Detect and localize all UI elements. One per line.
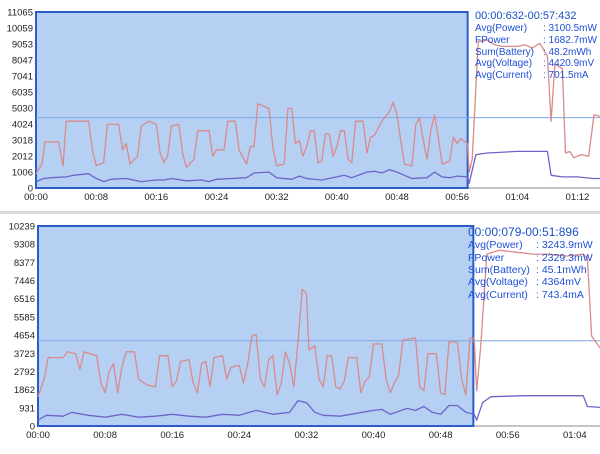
top-chart-panel: 11065 10059 9053 8047 7041 6035 5030 4024 3018 20… xyxy=(0,0,600,212)
top-x-tick-label: 00:16 xyxy=(144,192,168,203)
bottom-x-tick-label: 00:40 xyxy=(362,430,386,441)
top-y-tick-label: 8047 xyxy=(12,56,33,67)
top-x-tick-label: 00:32 xyxy=(265,192,289,203)
top-y-tick-label: 7041 xyxy=(12,72,33,83)
top-x-tick-label: 01:12 xyxy=(566,192,590,203)
bottom-power-chart: 10239 9308 8377 7446 6516 5585 4654 3723 2792 186… xyxy=(9,222,600,441)
top-y-tick-label: 0 xyxy=(28,184,33,195)
top-power-line xyxy=(35,39,600,175)
top-stat-value: : 1682.7mW xyxy=(543,34,597,46)
top-x-tick-label: 00:08 xyxy=(84,192,108,203)
top-y-tick-label: 4024 xyxy=(12,119,33,130)
bottom-x-tick-label: 00:48 xyxy=(429,430,453,441)
bottom-y-tick-label: 4654 xyxy=(14,331,35,342)
bottom-y-tick-label: 0 xyxy=(30,422,35,433)
bottom-stat-label: Avg(Current) xyxy=(468,288,528,301)
top-x-tick-label: 01:04 xyxy=(505,192,529,203)
bottom-stat-label: FPower xyxy=(468,251,505,264)
bottom-y-tick-label: 6516 xyxy=(14,294,35,305)
bottom-current-line xyxy=(37,395,600,421)
bottom-stat-row: Avg(Current) : 743.4mA xyxy=(468,289,593,301)
top-x-tick-label: 00:24 xyxy=(205,192,229,203)
bottom-x-tick-label: 00:56 xyxy=(496,430,520,441)
top-y-tick-label: 9053 xyxy=(12,40,33,51)
bottom-x-tick-label: 00:24 xyxy=(227,430,251,441)
top-stat-label: FPower xyxy=(475,34,510,46)
top-stat-value: : 4420.9mV xyxy=(543,58,595,70)
top-stat-row: Avg(Power) : 3100.5mW xyxy=(475,23,597,35)
bottom-y-tick-label: 2792 xyxy=(14,367,35,378)
bottom-stat-value: : 743.4mA xyxy=(536,288,584,301)
bottom-y-tick-label: 7446 xyxy=(14,276,35,287)
bottom-selection-region xyxy=(37,225,475,427)
top-selection-region xyxy=(35,11,469,189)
bottom-stat-row: FPower : 2329.3mW xyxy=(468,252,593,264)
top-x-tick-label: 00:00 xyxy=(24,192,48,203)
bottom-x-tick-label: 00:16 xyxy=(160,430,184,441)
top-stat-row: Avg(Current) : 701.5mA xyxy=(475,70,597,82)
top-y-tick-label: 11065 xyxy=(7,8,33,19)
bottom-x-tick-label: 00:32 xyxy=(295,430,319,441)
bottom-x-tick-label: 00:08 xyxy=(93,430,117,441)
bottom-stat-value: : 4364mV xyxy=(536,276,581,289)
bottom-y-tick-label: 8377 xyxy=(14,258,35,269)
top-stat-value: : 701.5mA xyxy=(543,70,589,82)
bottom-stat-label: Sum(Battery) xyxy=(468,263,530,276)
bottom-y-tick-label: 9308 xyxy=(14,240,35,251)
bottom-chart-panel: 10239 9308 8377 7446 6516 5585 4654 3723 2792 186… xyxy=(0,214,600,454)
bottom-y-tick-label: 10239 xyxy=(9,222,35,233)
top-stat-label: Avg(Power) xyxy=(475,22,528,34)
top-current-line xyxy=(35,150,600,184)
top-stat-row: Avg(Voltage) : 4420.9mV xyxy=(475,58,597,70)
top-stats-range: 00:00:632-00:57:432 xyxy=(475,10,577,22)
top-stat-row: Sum(Battery) : 48.2mWh xyxy=(475,47,597,59)
top-y-tick-label: 3018 xyxy=(12,135,33,146)
top-stat-value: : 3100.5mW xyxy=(543,22,597,34)
top-stat-label: Sum(Battery) xyxy=(475,46,534,58)
top-y-tick-label: 5030 xyxy=(12,103,33,114)
bottom-stat-label: Avg(Voltage) xyxy=(468,276,528,289)
bottom-stat-row: Sum(Battery) : 45.1mWh xyxy=(468,264,593,276)
bottom-stats-box: 00:00:079-00:51:896 Avg(Power) : 3243.9mW… xyxy=(468,225,593,301)
top-y-tick-label: 6035 xyxy=(12,88,33,99)
top-x-tick-label: 00:56 xyxy=(445,192,469,203)
bottom-y-tick-label: 5585 xyxy=(14,312,35,323)
panel-divider xyxy=(0,211,600,214)
top-stat-row: FPower : 1682.7mW xyxy=(475,35,597,47)
bottom-stats-range: 00:00:079-00:51:896 xyxy=(468,225,579,239)
bottom-stat-value: : 3243.9mW xyxy=(536,239,593,252)
bottom-stat-label: Avg(Power) xyxy=(468,239,523,252)
top-y-tick-label: 2012 xyxy=(12,151,33,162)
top-stat-label: Avg(Current) xyxy=(475,70,533,82)
bottom-stat-row: Avg(Power) : 3243.9mW xyxy=(468,239,593,251)
bottom-y-tick-label: 931 xyxy=(19,403,35,414)
top-x-tick-label: 00:40 xyxy=(325,192,349,203)
top-power-chart: 11065 10059 9053 8047 7041 6035 5030 4024 3018 20… xyxy=(7,8,600,203)
bottom-stat-value: : 2329.3mW xyxy=(536,251,593,264)
top-stat-label: Avg(Voltage) xyxy=(475,58,533,70)
bottom-x-tick-label: 01:04 xyxy=(563,430,587,441)
bottom-y-tick-label: 1862 xyxy=(14,385,35,396)
bottom-stat-value: : 45.1mWh xyxy=(536,263,587,276)
top-x-tick-label: 00:48 xyxy=(385,192,409,203)
top-stats-box: 00:00:632-00:57:432 Avg(Power) : 3100.5mW… xyxy=(475,10,597,82)
top-stat-value: : 48.2mWh xyxy=(543,46,592,58)
bottom-stat-row: Avg(Voltage) : 4364mV xyxy=(468,276,593,288)
bottom-x-tick-label: 00:00 xyxy=(26,430,50,441)
bottom-y-tick-label: 3723 xyxy=(14,349,35,360)
top-y-tick-label: 10059 xyxy=(7,24,33,35)
top-y-tick-label: 1006 xyxy=(12,167,33,178)
bottom-power-line xyxy=(37,249,600,397)
